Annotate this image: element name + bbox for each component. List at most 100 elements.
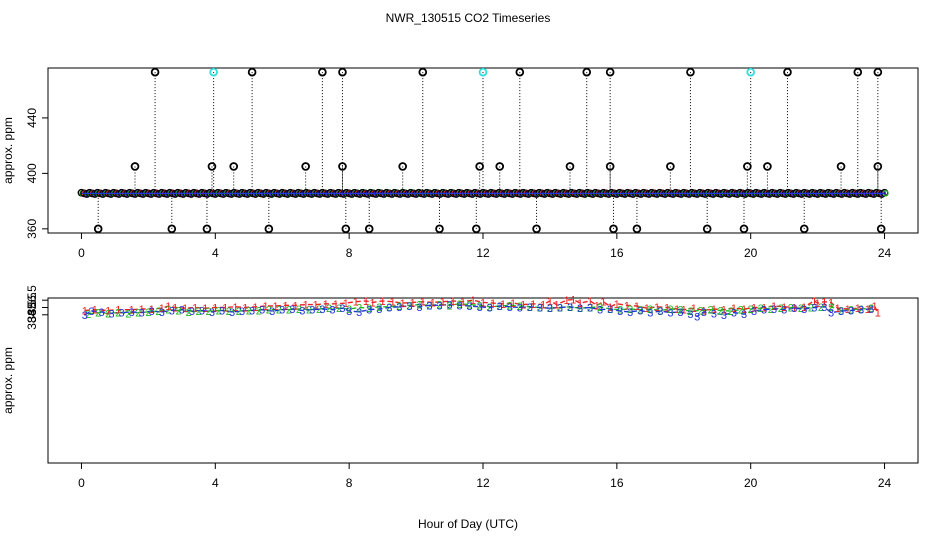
series-1-point: 1	[105, 305, 111, 317]
spike-marker	[605, 67, 615, 77]
series-3-point: 3	[858, 305, 864, 317]
series-2-point: 2	[206, 306, 212, 318]
series-2-point: 2	[768, 304, 774, 316]
series-1-point: 1	[845, 304, 851, 316]
series-2-point: 2	[145, 307, 151, 319]
x-tick-label: 24	[878, 476, 892, 490]
series-3-point: 3	[366, 305, 372, 317]
series-1-point: 1	[614, 299, 620, 311]
series-1-point: 1	[313, 300, 319, 312]
series-1-point: 1	[664, 302, 670, 314]
series-1-point: 1	[149, 304, 155, 316]
series-2-point: 2	[396, 301, 402, 313]
series-1-point: 1	[92, 305, 98, 317]
series-1-point: 1	[771, 301, 777, 313]
series-1-point: 1	[510, 298, 516, 310]
series-2-point: 2	[426, 300, 432, 312]
x-tick-label: 4	[212, 476, 219, 490]
series-2-point: 2	[165, 305, 171, 317]
series-1-point: 1	[82, 305, 88, 317]
x-tick-label: 8	[346, 476, 353, 490]
series-3-point: 3	[607, 304, 613, 316]
series-2-point: 2	[577, 303, 583, 315]
series-3-point: 3	[457, 300, 463, 312]
spike-marker	[739, 224, 749, 234]
series-2-point: 2	[346, 304, 352, 316]
series-3-point: 3	[567, 302, 573, 314]
series-3-point: 3	[189, 306, 195, 318]
series-1-point: 1	[262, 301, 268, 313]
series-3-point: 3	[467, 301, 473, 313]
series-1-point: 1	[212, 302, 218, 314]
series-3-point: 3	[477, 302, 483, 314]
series-3-point: 3	[98, 307, 104, 319]
series-2-point: 2	[85, 309, 91, 321]
series-1-point: 1	[624, 300, 630, 312]
spike-marker	[495, 162, 505, 171]
series-2-point: 2	[858, 304, 864, 316]
series-1-point: 1	[520, 300, 526, 312]
series-1-point: 1	[400, 298, 406, 310]
series-1-point: 1	[701, 305, 707, 317]
series-1-point: 1	[115, 305, 121, 317]
series-1-point: 1	[333, 299, 339, 311]
series-2-point: 2	[286, 305, 292, 317]
series-3-point: 3	[617, 306, 623, 318]
series-3-point: 3	[406, 301, 412, 313]
series-1-point: 1	[781, 302, 787, 314]
series-1-point: 1	[741, 304, 747, 316]
x-tick-label: 4	[212, 246, 219, 260]
series-1-point: 1	[691, 303, 697, 315]
spike-marker	[93, 224, 103, 234]
series-3-point: 3	[159, 307, 165, 319]
series-2-point: 2	[446, 300, 452, 312]
series-2-point: 2	[718, 305, 724, 317]
series-3-point: 3	[129, 307, 135, 319]
series-3-point: 3	[701, 307, 707, 319]
series-1-point: 1	[390, 297, 396, 309]
series-1-point: 1	[577, 298, 583, 310]
series-2-point: 2	[467, 300, 473, 312]
series-1-point: 1	[721, 305, 727, 317]
series-2-point: 2	[587, 302, 593, 314]
series-2-point: 2	[457, 299, 463, 311]
series-3-point: 3	[309, 305, 315, 317]
series-2-point: 2	[838, 305, 844, 317]
series-2-point: 2	[436, 300, 442, 312]
x-tick-label: 16	[610, 246, 624, 260]
series-1-point: 1	[751, 302, 757, 314]
spike-marker	[472, 224, 481, 234]
series-2-point: 2	[597, 302, 603, 314]
series-3-point: 3	[446, 300, 452, 312]
series-1-point: 1	[570, 294, 576, 306]
spike-marker	[301, 162, 310, 171]
y-tick-label: 360	[25, 219, 39, 239]
spike-marker	[435, 224, 444, 234]
series-3-point: 3	[694, 311, 700, 323]
series-3-point: 3	[436, 300, 442, 312]
series-2-point: 2	[226, 306, 232, 318]
series-3-point: 3	[119, 308, 125, 320]
series-2-point: 2	[828, 302, 834, 314]
series-1-point: 1	[165, 301, 171, 313]
series-1-point: 1	[801, 302, 807, 314]
series-2-point: 2	[386, 302, 392, 314]
series-3-point: 3	[319, 304, 325, 316]
series-3-point: 3	[109, 308, 115, 320]
series-2-point: 2	[95, 308, 101, 320]
x-tick-label: 8	[346, 246, 353, 260]
series-3-point: 3	[811, 302, 817, 314]
series-2-point: 2	[326, 303, 332, 315]
series-3-point: 3	[149, 306, 155, 318]
series-3-point: 3	[346, 306, 352, 318]
series-3-point: 3	[637, 305, 643, 317]
spike-marker	[515, 67, 525, 77]
spike-marker	[478, 67, 488, 77]
spike-marker	[167, 224, 177, 234]
series-1-point: 1	[761, 302, 767, 314]
series-1-point: 1	[791, 302, 797, 314]
series-1-point: 1	[821, 297, 827, 309]
series-1-point: 1	[232, 302, 238, 314]
